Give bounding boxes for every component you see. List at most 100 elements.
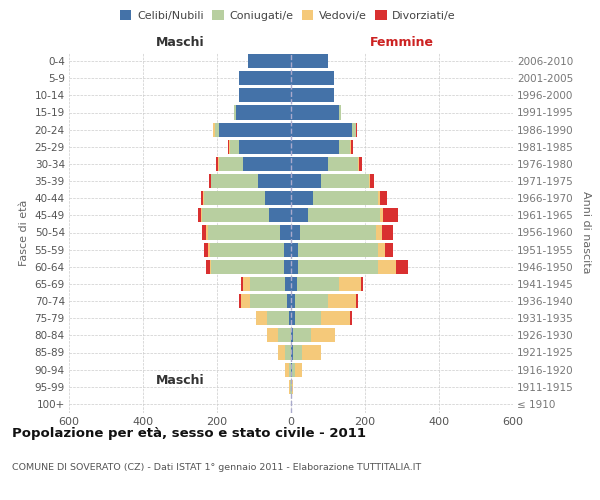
Bar: [298, 242, 378, 256]
Bar: [378, 260, 397, 274]
Bar: [385, 242, 393, 256]
Bar: [350, 140, 351, 154]
Bar: [291, 311, 295, 325]
Bar: [287, 294, 291, 308]
Bar: [289, 362, 291, 376]
Bar: [358, 157, 359, 171]
Text: Popolazione per età, sesso e stato civile - 2011: Popolazione per età, sesso e stato civil…: [12, 428, 366, 440]
Bar: [291, 328, 293, 342]
Bar: [267, 328, 278, 342]
Bar: [291, 226, 300, 239]
Bar: [209, 260, 211, 274]
Y-axis label: Fasce di età: Fasce di età: [19, 200, 29, 266]
Bar: [215, 122, 219, 136]
Bar: [269, 208, 291, 222]
Bar: [291, 346, 293, 360]
Bar: [291, 140, 339, 154]
Bar: [239, 140, 291, 154]
Bar: [248, 54, 291, 68]
Bar: [291, 157, 328, 171]
Bar: [211, 260, 284, 274]
Bar: [214, 122, 215, 136]
Bar: [209, 174, 211, 188]
Bar: [278, 346, 286, 360]
Bar: [250, 277, 286, 291]
Bar: [216, 157, 218, 171]
Bar: [202, 226, 206, 239]
Text: Maschi: Maschi: [155, 36, 205, 49]
Bar: [218, 157, 219, 171]
Bar: [241, 277, 243, 291]
Bar: [290, 380, 291, 394]
Bar: [359, 157, 362, 171]
Bar: [298, 260, 378, 274]
Bar: [239, 71, 291, 85]
Bar: [258, 174, 291, 188]
Bar: [243, 277, 250, 291]
Bar: [206, 260, 209, 274]
Bar: [383, 208, 398, 222]
Bar: [230, 140, 239, 154]
Bar: [291, 294, 295, 308]
Bar: [212, 122, 214, 136]
Text: Femmine: Femmine: [370, 36, 434, 49]
Bar: [292, 380, 293, 394]
Bar: [292, 362, 295, 376]
Bar: [293, 346, 302, 360]
Bar: [378, 242, 385, 256]
Bar: [291, 191, 313, 205]
Bar: [380, 208, 383, 222]
Bar: [291, 54, 328, 68]
Bar: [291, 277, 296, 291]
Bar: [369, 174, 370, 188]
Bar: [280, 226, 291, 239]
Bar: [201, 208, 202, 222]
Bar: [308, 208, 380, 222]
Bar: [206, 226, 208, 239]
Bar: [352, 122, 356, 136]
Bar: [382, 226, 393, 239]
Bar: [356, 294, 358, 308]
Text: Maschi: Maschi: [155, 374, 205, 386]
Bar: [339, 106, 341, 120]
Bar: [219, 122, 291, 136]
Bar: [289, 311, 291, 325]
Bar: [356, 122, 357, 136]
Bar: [250, 294, 287, 308]
Bar: [291, 362, 292, 376]
Bar: [211, 174, 258, 188]
Bar: [265, 191, 291, 205]
Bar: [289, 380, 290, 394]
Bar: [380, 191, 387, 205]
Bar: [235, 106, 291, 120]
Bar: [204, 191, 265, 205]
Bar: [339, 140, 350, 154]
Bar: [311, 328, 335, 342]
Bar: [228, 140, 229, 154]
Bar: [302, 346, 320, 360]
Bar: [350, 311, 352, 325]
Bar: [328, 294, 356, 308]
Bar: [300, 226, 376, 239]
Bar: [320, 174, 369, 188]
Bar: [291, 208, 308, 222]
Bar: [239, 294, 241, 308]
Bar: [284, 260, 291, 274]
Bar: [233, 106, 235, 120]
Bar: [291, 242, 298, 256]
Bar: [295, 294, 328, 308]
Bar: [291, 71, 334, 85]
Bar: [286, 362, 289, 376]
Text: COMUNE DI SOVERATO (CZ) - Dati ISTAT 1° gennaio 2011 - Elaborazione TUTTITALIA.I: COMUNE DI SOVERATO (CZ) - Dati ISTAT 1° …: [12, 462, 421, 471]
Bar: [351, 140, 353, 154]
Bar: [293, 328, 311, 342]
Bar: [243, 157, 291, 171]
Bar: [370, 174, 374, 188]
Bar: [267, 311, 289, 325]
Bar: [296, 277, 339, 291]
Bar: [397, 260, 407, 274]
Bar: [313, 191, 378, 205]
Bar: [291, 88, 334, 102]
Bar: [291, 260, 298, 274]
Bar: [320, 311, 350, 325]
